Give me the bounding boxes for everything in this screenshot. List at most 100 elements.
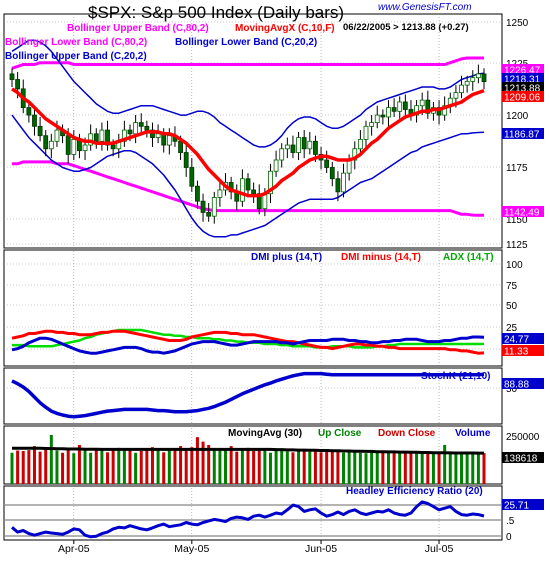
volume-bar xyxy=(100,448,104,484)
volume-bar xyxy=(32,446,36,484)
legend-bb80-upper: Bollinger Upper Band (C,80,2) xyxy=(67,23,209,34)
volume-bar xyxy=(218,450,222,484)
volume-bar xyxy=(431,452,435,484)
candle-body xyxy=(195,185,200,202)
x-tick-label: May-05 xyxy=(174,543,209,555)
volume-bar xyxy=(274,450,278,484)
candle-body xyxy=(453,92,459,99)
dmi-series-dmi_minus xyxy=(11,329,485,355)
volume-bar xyxy=(229,446,233,484)
volume-bar xyxy=(173,448,177,484)
volume-bar xyxy=(420,453,424,484)
volume-bar xyxy=(291,452,295,484)
candle-body xyxy=(374,114,380,123)
volume-bar xyxy=(268,452,272,484)
value-tag-label: 1218.31 xyxy=(504,75,541,86)
candle-body xyxy=(268,170,273,195)
volume-bar xyxy=(83,449,87,484)
candle-body xyxy=(211,197,217,217)
value-tag-bg xyxy=(502,64,544,75)
volume-bar xyxy=(392,453,396,484)
candle-body xyxy=(436,107,442,116)
volume-bar xyxy=(94,450,98,484)
candle-body xyxy=(245,178,251,191)
legend-volume: Volume xyxy=(455,428,491,439)
volume-ma30-line xyxy=(12,446,484,455)
volume-bar xyxy=(398,452,402,484)
value-tag-label: 138618 xyxy=(504,454,538,465)
candle-body xyxy=(470,77,476,82)
price-y-tick-label: 1125 xyxy=(506,240,528,251)
volume-bar xyxy=(476,452,480,484)
volume-bar xyxy=(353,451,357,484)
volume-bar xyxy=(162,452,166,484)
bb80-lower-line xyxy=(12,160,485,217)
volume-bar xyxy=(336,451,340,484)
volume-bar xyxy=(409,451,413,484)
volume-bar xyxy=(38,451,42,484)
volume-bar xyxy=(89,452,93,484)
candle-body xyxy=(256,193,262,210)
candle-body xyxy=(425,99,431,114)
volume-bar xyxy=(454,453,458,484)
price-y-tick-label: 1200 xyxy=(506,111,529,122)
value-tag-bg xyxy=(502,333,544,344)
candle-body xyxy=(329,167,335,180)
candle-body xyxy=(93,133,99,142)
watermark: www.GenesisFT.com xyxy=(378,2,472,13)
value-tag-bg xyxy=(502,91,544,102)
dmi-y-tick-label: 25 xyxy=(506,323,518,334)
value-tag-label: 88.88 xyxy=(504,380,529,391)
volume-bar xyxy=(252,450,256,484)
dmi-y-tick-label: 75 xyxy=(506,281,518,292)
volume-bar xyxy=(448,452,452,484)
value-tag-label: 1186.87 xyxy=(504,130,540,141)
candle-body xyxy=(71,139,77,155)
value-tag-bg xyxy=(502,378,544,389)
volume-bar xyxy=(381,452,385,484)
candle-body xyxy=(155,133,161,138)
value-tag-label: 11.33 xyxy=(504,347,529,358)
volume-bar xyxy=(482,453,486,484)
candle-body xyxy=(105,129,110,146)
volume-bar xyxy=(325,450,329,484)
candle-body xyxy=(402,101,408,110)
candle-body xyxy=(475,73,481,79)
volume-bar xyxy=(106,452,110,484)
candle-body xyxy=(15,79,21,90)
x-tick-label: Jul-05 xyxy=(425,543,454,555)
volume-bar xyxy=(179,446,183,484)
value-tag-bg xyxy=(502,345,544,356)
legend-bb80-lower: Bollinger Lower Band (C,80,2) xyxy=(5,37,147,48)
ma10-line xyxy=(11,87,485,198)
candle-body xyxy=(183,152,189,168)
candle-body xyxy=(313,140,318,155)
pane-frame-dmi xyxy=(3,249,503,367)
stoch-y-tick-label: 50 xyxy=(506,384,518,395)
x-tick-label: Apr-05 xyxy=(58,543,90,555)
volume-bar xyxy=(21,450,25,484)
value-tag-bg xyxy=(502,128,544,139)
legend-bb20-lower: Bollinger Lower Band (C,20,2) xyxy=(175,37,317,48)
value-tag-bg xyxy=(502,82,544,93)
volume-bar xyxy=(212,448,216,484)
legend-bb20-upper: Bollinger Upper Band (C,20,2) xyxy=(5,51,147,62)
value-tag-label: 24.77 xyxy=(504,335,529,346)
candle-body xyxy=(341,172,346,193)
volume-bar xyxy=(386,451,390,484)
candle-body xyxy=(481,73,487,83)
candle-body xyxy=(43,135,49,150)
candle-body xyxy=(26,107,32,116)
volume-bar xyxy=(55,450,59,484)
volume-bar xyxy=(263,450,267,484)
candle-body xyxy=(335,178,341,193)
volume-bar xyxy=(72,453,76,484)
volume-bar xyxy=(375,452,379,484)
volume-bar xyxy=(207,444,211,484)
candle-body xyxy=(284,144,290,150)
legend-dmi-plus: DMI plus (14,T) xyxy=(251,252,322,263)
candle-body xyxy=(48,140,54,150)
candle-body xyxy=(133,122,139,135)
volume-bar xyxy=(66,448,70,484)
